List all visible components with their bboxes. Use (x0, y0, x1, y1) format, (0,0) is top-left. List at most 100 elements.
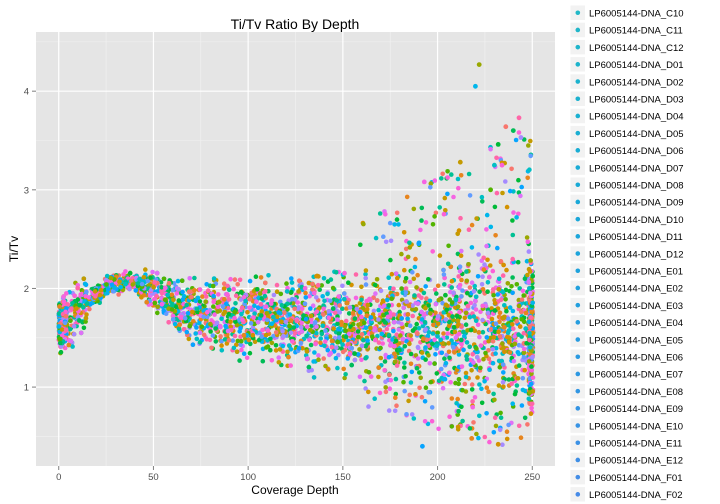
data-point (302, 301, 308, 307)
data-point (455, 176, 461, 182)
data-point (233, 293, 239, 299)
data-point (363, 282, 369, 287)
data-point (320, 323, 326, 329)
data-point (489, 316, 495, 322)
data-point (498, 410, 503, 416)
data-point (456, 185, 461, 191)
data-point (247, 278, 253, 284)
legend-label: LP6005144-DNA_E06 (589, 353, 683, 364)
data-point (500, 362, 506, 367)
data-point (502, 325, 507, 330)
data-point (522, 367, 527, 373)
data-point (169, 303, 175, 308)
data-point (385, 314, 391, 320)
data-point (496, 286, 502, 292)
data-point (382, 359, 388, 364)
legend-marker (575, 165, 581, 170)
data-point (487, 274, 492, 280)
legend-label: LP6005144-DNA_F01 (589, 473, 682, 484)
data-point (321, 303, 326, 308)
data-point (343, 318, 349, 324)
data-point (263, 304, 269, 309)
legend: LP6005144-DNA_C10 LP6005144-DNA_C11 LP6005… (569, 4, 684, 503)
data-point (304, 333, 309, 339)
data-point (520, 387, 526, 393)
data-point (480, 303, 486, 309)
data-point (526, 279, 532, 285)
data-point (342, 324, 348, 329)
outlier-point (421, 179, 427, 185)
data-point (500, 341, 505, 346)
data-point (241, 332, 247, 338)
data-point (503, 297, 508, 302)
data-point (527, 167, 532, 172)
data-point (176, 326, 182, 332)
data-point (346, 280, 351, 286)
data-point (462, 315, 468, 321)
data-point (448, 380, 453, 385)
data-point (484, 411, 489, 416)
data-point (340, 349, 346, 355)
data-point (201, 314, 206, 320)
data-point (477, 289, 482, 295)
data-point (464, 269, 469, 274)
data-point (328, 350, 334, 356)
data-point (173, 304, 178, 309)
data-point (190, 342, 196, 348)
legend-marker (575, 182, 581, 188)
data-point (476, 330, 482, 335)
legend-label: LP6005144-DNA_E01 (589, 267, 683, 278)
legend-marker (575, 79, 581, 84)
data-point (170, 287, 175, 293)
data-point (426, 303, 431, 308)
data-point (340, 342, 345, 347)
data-point (506, 340, 512, 345)
data-point (342, 291, 347, 296)
data-point (193, 331, 198, 336)
data-point (525, 239, 531, 245)
data-point (333, 270, 339, 275)
data-point (530, 300, 535, 306)
data-point (313, 319, 318, 325)
data-point (314, 330, 319, 336)
data-point (476, 435, 481, 441)
data-point (251, 315, 256, 320)
data-point (512, 334, 517, 339)
data-point (467, 426, 473, 431)
data-point (84, 312, 89, 317)
data-point (298, 340, 304, 346)
data-point (383, 352, 389, 358)
data-point (127, 286, 132, 292)
data-point (352, 316, 358, 321)
data-point (423, 305, 428, 311)
data-point (435, 330, 441, 336)
data-point (443, 317, 449, 322)
data-point (490, 360, 496, 366)
data-point (470, 352, 476, 357)
data-point (235, 338, 241, 344)
data-point (434, 371, 440, 376)
data-point (56, 311, 62, 316)
data-point (321, 306, 326, 312)
data-point (74, 306, 79, 311)
data-point (281, 333, 286, 339)
data-point (303, 290, 308, 296)
data-point (496, 276, 502, 282)
data-point (519, 309, 524, 315)
data-point (83, 315, 89, 321)
data-point (213, 326, 218, 331)
data-point (473, 318, 479, 324)
x-tick-label: 50 (148, 472, 159, 483)
data-point (449, 278, 455, 284)
data-point (363, 271, 368, 277)
data-point (77, 302, 82, 308)
data-point (347, 351, 353, 357)
data-point (194, 336, 200, 342)
data-point (528, 153, 533, 159)
data-point (343, 372, 348, 377)
data-point (247, 296, 252, 302)
outlier-point (516, 115, 522, 121)
data-point (69, 306, 74, 311)
data-point (340, 283, 345, 289)
